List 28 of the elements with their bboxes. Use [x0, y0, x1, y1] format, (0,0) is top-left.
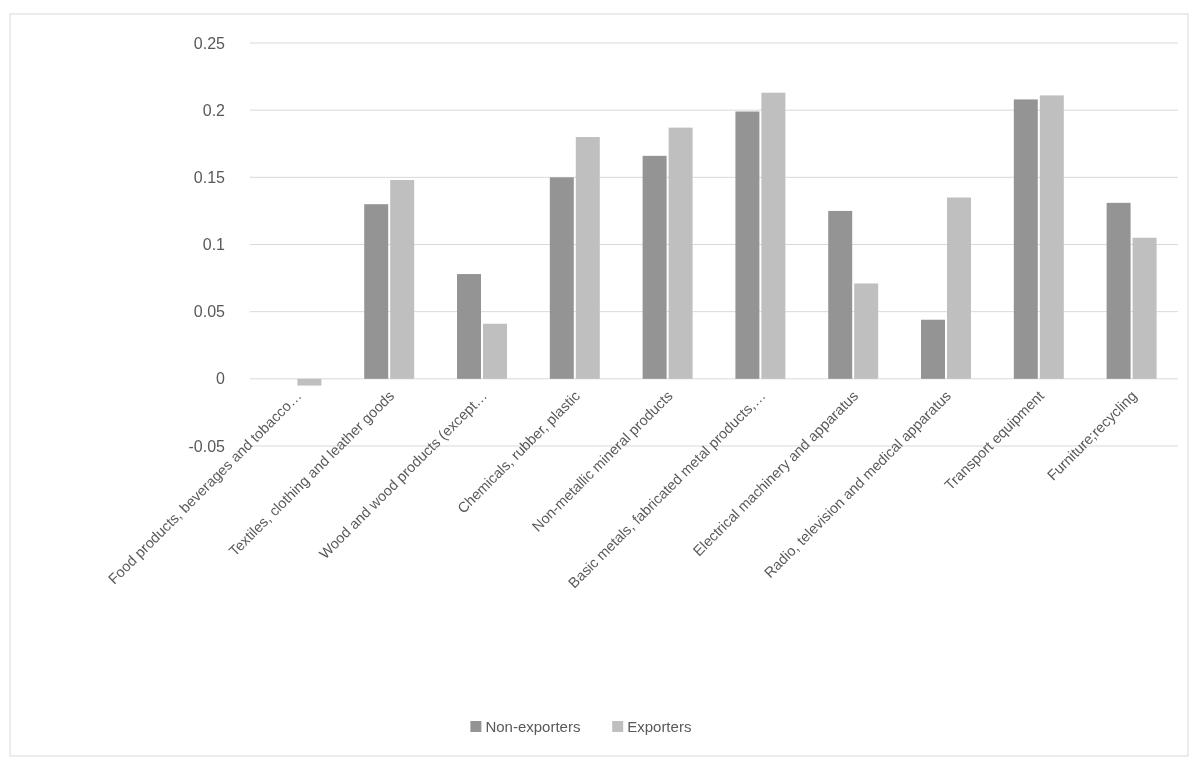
bar: [1013, 99, 1038, 379]
bar: [1132, 237, 1157, 379]
bar: [390, 180, 415, 379]
y-tick-label: 0.15: [193, 168, 226, 186]
y-tick-label: 0.25: [193, 34, 226, 52]
bar: [1039, 95, 1064, 379]
legend-label: Exporters: [627, 718, 692, 736]
bar: [364, 204, 389, 379]
bar: [549, 177, 574, 379]
bar: [483, 323, 507, 379]
bar: [575, 137, 600, 379]
y-tick-label: 0.1: [202, 236, 226, 254]
bar: [854, 283, 879, 379]
y-tick-label: -0.05: [188, 437, 226, 455]
bar: [828, 210, 853, 379]
bar: [735, 111, 760, 379]
bar: [457, 274, 481, 379]
bar: [947, 197, 971, 379]
y-tick-label: 0.05: [193, 303, 226, 321]
bar: [668, 127, 693, 379]
bar: [761, 92, 786, 379]
legend-label: Non-exporters: [485, 718, 581, 736]
y-tick-label: 0.2: [202, 101, 226, 119]
bar: [297, 378, 322, 386]
bar: [921, 319, 945, 379]
bar: [1106, 202, 1131, 379]
y-tick-label: 0: [216, 370, 226, 388]
bar: [642, 155, 667, 379]
